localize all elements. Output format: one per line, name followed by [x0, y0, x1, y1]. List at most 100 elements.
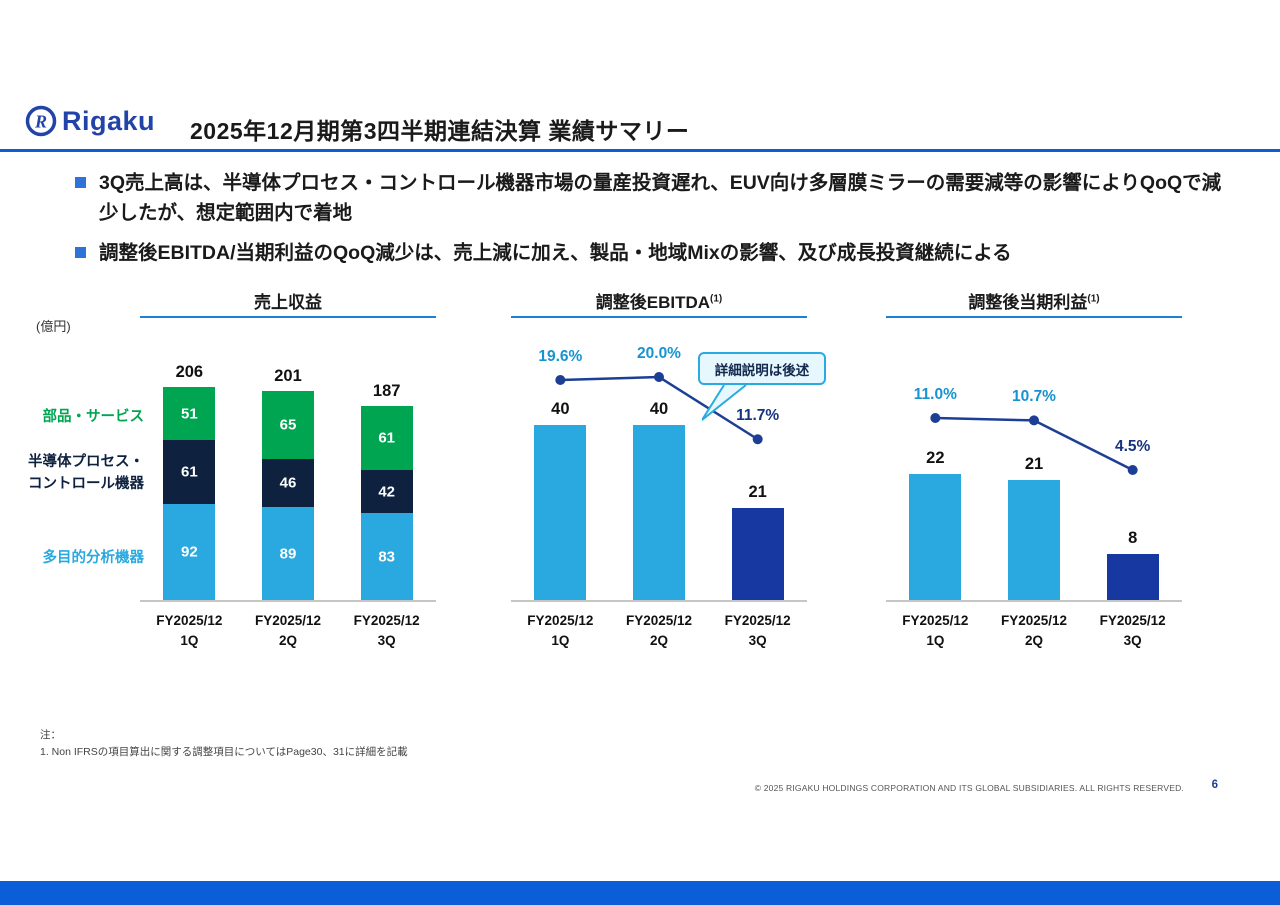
margin-percent-label: 11.7%	[736, 407, 780, 425]
bar-value-label: 40	[551, 400, 570, 419]
margin-line	[555, 372, 763, 445]
segment-value-label: 89	[279, 545, 297, 563]
stacked-bar-segment: 46	[262, 459, 314, 508]
bullet-square-icon	[75, 177, 86, 188]
x-axis-labels: FY2025/12 1Q FY2025/12 2Q FY2025/12 3Q	[140, 611, 436, 652]
stacked-bar-segment: 42	[360, 469, 413, 514]
bullet-item: 調整後EBITDA/当期利益のQoQ減少は、売上減に加え、製品・地域Mixの影響…	[75, 238, 1230, 268]
x-tick-line: 2Q	[279, 633, 298, 649]
footnotes: 注： 1. Non IFRSの項目算出に関する調整項目についてはPage30、3…	[40, 727, 408, 761]
segment-value-label: 61	[378, 429, 395, 447]
chart-title-sup: (1)	[1087, 293, 1100, 305]
bar	[633, 425, 685, 600]
chart-plot-area: 22 21 8 11.0% 10.7% 4.5%	[886, 362, 1182, 602]
bar	[534, 425, 587, 600]
x-tick-label: FY2025/12 2Q	[239, 611, 338, 652]
line-marker	[752, 434, 763, 445]
chart-adjusted-net-income: 調整後当期利益(1) 22 21 8 11.0% 10.7% 4.5% FY2025/12…	[886, 288, 1182, 652]
chart-plot-area: 40 40 21 19.6% 20.0% 11.7%	[511, 345, 807, 602]
bar-total-label: 201	[274, 367, 302, 386]
rigaku-logo-icon: R Rigaku	[25, 105, 155, 137]
stacked-bar-segment: 61	[163, 440, 216, 504]
footnote-item: 1. Non IFRSの項目算出に関する調整項目についてはPage30、31に詳…	[40, 745, 408, 758]
x-tick-line: FY2025/12	[902, 613, 969, 628]
x-tick-label: FY2025/12 2Q	[985, 611, 1084, 652]
chart-adjusted-ebitda: 調整後EBITDA(1) 40 40 21 19.6% 20.0% 11.7% FY202…	[511, 288, 807, 652]
x-tick-line: 2Q	[1025, 633, 1044, 649]
chart-revenue: 売上収益 92 61 51 206 89 46 65 201 83 42 61 187 FY2025/…	[140, 288, 436, 652]
x-tick-line: 3Q	[1123, 633, 1142, 649]
stacked-bar-segment: 65	[262, 391, 314, 460]
x-tick-line: FY2025/12	[1099, 613, 1166, 628]
bar-value-label: 21	[1024, 455, 1044, 473]
bar-value-label: 21	[748, 483, 767, 502]
x-tick-label: FY2025/12 1Q	[140, 611, 239, 652]
stacked-bar-segment: 83	[360, 513, 413, 600]
legend-multipurpose-analytical: 多目的分析機器	[42, 550, 145, 566]
bar-total-label: 206	[175, 363, 204, 382]
x-tick-label: FY2025/12 3Q	[337, 611, 436, 652]
bullet-text: 調整後EBITDA/当期利益のQoQ減少は、売上減に加え、製品・地域Mixの影響…	[99, 242, 1012, 264]
header-divider	[0, 149, 1280, 152]
bar	[909, 474, 962, 600]
legend-parts-services: 部品・サービス	[42, 409, 145, 425]
bar-total-label: 187	[372, 381, 401, 400]
callout-bubble: 詳細説明は後述	[698, 352, 826, 385]
footnote-heading: 注：	[40, 729, 61, 741]
x-tick-line: FY2025/12	[625, 613, 693, 628]
unit-label: (億円)	[36, 319, 71, 334]
copyright: © 2025 RIGAKU HOLDINGS CORPORATION AND I…	[754, 783, 1184, 793]
line-marker	[654, 372, 664, 382]
legend-semiconductor-process-control: 半導体プロセス・ コントロール機器	[28, 454, 144, 492]
x-tick-line: 3Q	[748, 633, 767, 649]
line-marker	[555, 375, 566, 385]
rigaku-logo: R Rigaku	[22, 100, 174, 147]
line-marker	[930, 413, 941, 423]
chart-title-text: 売上収益	[254, 293, 322, 312]
margin-percent-label: 4.5%	[1114, 438, 1151, 455]
x-tick-line: 1Q	[180, 633, 199, 649]
x-tick-line: FY2025/12	[527, 613, 594, 628]
line-marker	[1127, 465, 1138, 475]
x-tick-line: FY2025/12	[353, 613, 420, 628]
bullet-item: 3Q売上高は、半導体プロセス・コントロール機器市場の量産投資遅れ、EUV向け多層…	[75, 168, 1230, 228]
segment-value-label: 65	[279, 416, 297, 434]
stacked-bar-segment: 89	[262, 507, 314, 600]
bar	[1106, 554, 1159, 600]
chart-title-underline	[140, 316, 436, 318]
bar	[731, 508, 784, 600]
segment-value-label: 51	[180, 405, 198, 423]
segment-value-label: 61	[180, 463, 198, 481]
page-number: 6	[1211, 779, 1218, 791]
x-tick-label: FY2025/12 2Q	[610, 611, 709, 652]
x-tick-line: 1Q	[551, 633, 570, 649]
segment-value-label: 42	[378, 483, 395, 500]
logo-text: Rigaku	[62, 106, 155, 136]
bottom-accent-bar	[0, 881, 1280, 905]
bar-value-label: 22	[926, 449, 945, 468]
x-axis-labels: FY2025/12 1Q FY2025/12 2Q FY2025/12 3Q	[511, 611, 807, 652]
segment-value-label: 83	[378, 548, 395, 566]
stacked-bar-segment: 51	[163, 387, 216, 441]
x-tick-line: 1Q	[926, 633, 945, 649]
x-tick-label: FY2025/12 1Q	[886, 611, 985, 652]
stacked-bar-segment: 92	[163, 504, 216, 600]
chart-title-sup: (1)	[710, 293, 723, 305]
bullet-text: 3Q売上高は、半導体プロセス・コントロール機器市場の量産投資遅れ、EUV向け多層…	[99, 172, 1222, 225]
margin-percent-label: 19.6%	[538, 348, 583, 365]
chart-title: 売上収益	[140, 288, 436, 312]
x-tick-line: FY2025/12	[254, 613, 322, 628]
bar-value-label: 8	[1128, 529, 1138, 548]
margin-percent-label: 20.0%	[637, 345, 681, 362]
margin-percent-label: 11.0%	[913, 386, 957, 403]
chart-title: 調整後EBITDA(1)	[511, 288, 807, 312]
margin-percent-label: 10.7%	[1012, 388, 1056, 406]
bar	[1008, 480, 1060, 600]
x-tick-line: 3Q	[377, 633, 396, 649]
chart-plot-area: 92 61 51 206 89 46 65 201 83 42 61 187	[140, 362, 436, 602]
segment-value-label: 92	[180, 543, 198, 561]
x-tick-label: FY2025/12 3Q	[708, 611, 807, 652]
bar-value-label: 40	[649, 400, 669, 419]
callout-tail-icon	[702, 384, 747, 421]
